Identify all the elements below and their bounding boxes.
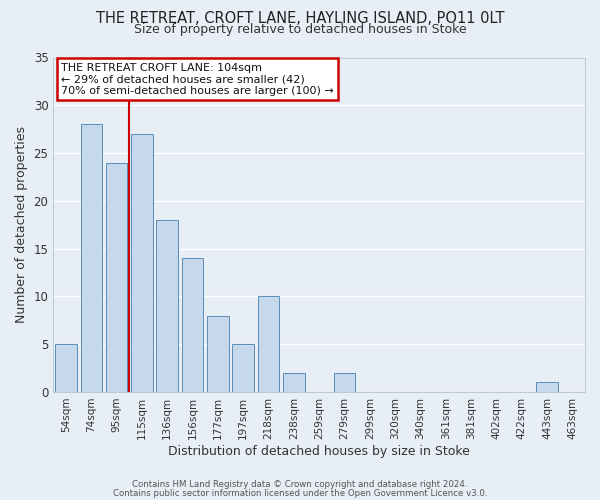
Bar <box>536 382 558 392</box>
Bar <box>232 344 254 392</box>
Text: THE RETREAT, CROFT LANE, HAYLING ISLAND, PO11 0LT: THE RETREAT, CROFT LANE, HAYLING ISLAND,… <box>96 11 504 26</box>
Bar <box>283 373 305 392</box>
Y-axis label: Number of detached properties: Number of detached properties <box>15 126 28 323</box>
Bar <box>106 162 127 392</box>
Bar <box>80 124 102 392</box>
Bar <box>258 296 279 392</box>
Text: THE RETREAT CROFT LANE: 104sqm
← 29% of detached houses are smaller (42)
70% of : THE RETREAT CROFT LANE: 104sqm ← 29% of … <box>61 62 334 96</box>
Bar <box>207 316 229 392</box>
Text: Size of property relative to detached houses in Stoke: Size of property relative to detached ho… <box>134 22 466 36</box>
Bar <box>182 258 203 392</box>
Text: Contains HM Land Registry data © Crown copyright and database right 2024.: Contains HM Land Registry data © Crown c… <box>132 480 468 489</box>
Text: Contains public sector information licensed under the Open Government Licence v3: Contains public sector information licen… <box>113 489 487 498</box>
Bar <box>55 344 77 392</box>
Bar <box>131 134 152 392</box>
Bar <box>334 373 355 392</box>
Bar <box>157 220 178 392</box>
X-axis label: Distribution of detached houses by size in Stoke: Distribution of detached houses by size … <box>168 444 470 458</box>
